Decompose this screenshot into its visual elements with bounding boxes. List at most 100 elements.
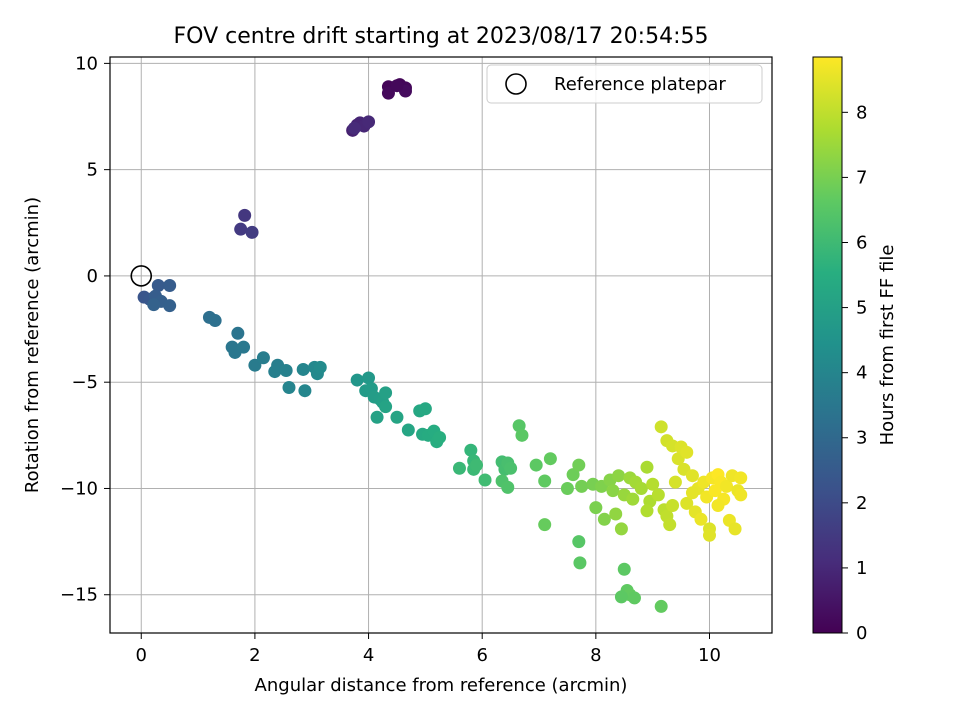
- data-point: [452, 461, 466, 475]
- y-tick-label: 5: [87, 160, 98, 181]
- data-point: [685, 486, 699, 500]
- data-point: [279, 364, 293, 378]
- x-ticks: 0 2 4 6 8 10: [136, 633, 721, 666]
- grid-lines: [110, 57, 772, 633]
- x-axis-label: Angular distance from reference (arcmin): [255, 675, 628, 696]
- data-point: [573, 556, 587, 570]
- data-point: [362, 115, 376, 129]
- data-point: [680, 445, 694, 459]
- data-point: [734, 488, 748, 502]
- data-point: [362, 371, 376, 385]
- data-point: [640, 504, 654, 518]
- data-point: [668, 475, 682, 489]
- data-point: [606, 484, 620, 498]
- data-point: [589, 501, 603, 515]
- data-point: [566, 468, 580, 482]
- data-point: [617, 562, 631, 576]
- plot-frame: [109, 56, 773, 634]
- colorbar-tick-label: 2: [856, 493, 867, 514]
- data-point: [504, 461, 518, 475]
- data-point: [609, 507, 623, 521]
- data-point: [350, 373, 364, 387]
- colorbar-ticks: 0 1 2 3 4 5 6 7 8: [842, 102, 867, 644]
- data-point: [543, 452, 557, 466]
- colorbar-tick-label: 6: [856, 232, 867, 253]
- data-point: [501, 480, 515, 494]
- data-point: [572, 458, 586, 472]
- data-point: [478, 473, 492, 487]
- data-point: [379, 400, 393, 414]
- data-point: [663, 518, 677, 532]
- colorbar-tick-label: 5: [856, 298, 867, 319]
- legend-reference-marker: [505, 73, 527, 95]
- data-point: [634, 481, 648, 495]
- data-point: [597, 512, 611, 526]
- x-tick-label: 8: [590, 645, 601, 666]
- data-point: [248, 358, 262, 372]
- data-point: [381, 86, 395, 100]
- data-point: [560, 481, 574, 495]
- data-point: [418, 402, 432, 416]
- data-point: [231, 326, 245, 340]
- scatter-points: [137, 78, 748, 613]
- data-point: [734, 471, 748, 485]
- data-point: [627, 591, 641, 605]
- data-point: [666, 498, 680, 512]
- data-point: [237, 340, 251, 354]
- y-tick-label: −15: [60, 585, 98, 606]
- legend: Reference platepar: [486, 64, 763, 104]
- colorbar-label: Hours from first FF file: [877, 245, 898, 446]
- x-tick-label: 10: [698, 645, 721, 666]
- y-tick-label: 10: [75, 53, 98, 74]
- data-point: [711, 498, 725, 512]
- colorbar-tick-label: 1: [856, 558, 867, 579]
- legend-label: Reference platepar: [554, 74, 726, 95]
- data-point: [464, 443, 478, 457]
- colorbar-tick-label: 0: [856, 623, 867, 644]
- x-tick-label: 0: [136, 645, 147, 666]
- data-point: [256, 351, 270, 365]
- data-point: [720, 479, 734, 493]
- data-point: [538, 474, 552, 488]
- data-point: [163, 278, 177, 292]
- reference-platepar-marker: [130, 265, 153, 287]
- data-point: [685, 469, 699, 483]
- data-point: [654, 599, 668, 613]
- data-point: [626, 492, 640, 506]
- x-tick-label: 6: [476, 645, 487, 666]
- data-point: [529, 458, 543, 472]
- y-tick-label: −5: [71, 372, 98, 393]
- data-point: [654, 420, 668, 434]
- data-point: [390, 410, 404, 424]
- data-point: [646, 477, 660, 491]
- data-point: [163, 299, 177, 313]
- data-point: [234, 222, 248, 236]
- x-tick-label: 4: [363, 645, 374, 666]
- data-point: [298, 384, 312, 398]
- data-point: [379, 386, 393, 400]
- data-point: [614, 590, 628, 604]
- data-point: [680, 496, 694, 510]
- data-point: [390, 79, 404, 93]
- data-point: [268, 365, 282, 379]
- colorbar-tick-label: 4: [856, 363, 867, 384]
- colorbar: [812, 56, 843, 634]
- y-tick-label: 0: [87, 266, 98, 287]
- data-point: [370, 410, 384, 424]
- data-point: [702, 528, 716, 542]
- colorbar-tick-label: 3: [856, 428, 867, 449]
- data-point: [147, 298, 161, 312]
- legend-box: [486, 64, 763, 104]
- data-point: [151, 278, 165, 292]
- data-point: [614, 522, 628, 536]
- y-axis-label: Rotation from reference (arcmin): [22, 197, 43, 493]
- colorbar-tick-label: 8: [856, 102, 867, 123]
- data-point: [347, 121, 361, 135]
- data-point: [538, 518, 552, 532]
- data-point: [651, 488, 665, 502]
- data-point: [694, 512, 708, 526]
- data-point: [640, 460, 654, 474]
- data-point: [245, 225, 259, 239]
- data-point: [572, 535, 586, 549]
